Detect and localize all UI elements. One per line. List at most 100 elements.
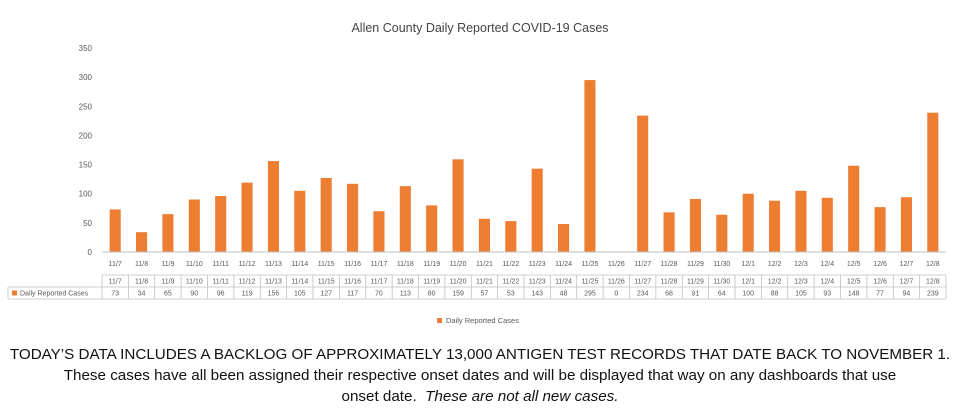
table-series-name: Daily Reported Cases: [20, 291, 89, 298]
notice-line-1: TODAY’S DATA INCLUDES A BACKLOG OF APPRO…: [9, 346, 951, 363]
y-tick-label: 350: [79, 44, 93, 53]
bar: [188, 199, 200, 252]
table-header-cell: 11/22: [502, 279, 519, 286]
x-tick-label: 11/27: [634, 261, 651, 268]
x-tick-label: 11/25: [581, 261, 598, 268]
x-tick-label: 11/14: [291, 261, 308, 268]
table-header-cell: 12/3: [794, 279, 808, 286]
notice-line-3-text: onset date.: [341, 388, 417, 405]
y-tick-label: 150: [79, 161, 93, 170]
table-value-cell: 94: [903, 291, 911, 298]
x-tick-label: 11/29: [687, 261, 704, 268]
bar: [637, 115, 649, 253]
bar: [927, 112, 939, 252]
bar: [848, 165, 860, 252]
x-tick-label: 11/30: [713, 261, 730, 268]
table-value-cell: 105: [294, 291, 306, 298]
x-tick-label: 11/26: [608, 261, 625, 268]
table-header-cell: 11/7: [109, 279, 122, 286]
table-value-cell: 105: [795, 291, 807, 298]
x-tick-label: 12/8: [926, 261, 940, 268]
bar: [821, 197, 833, 252]
x-tick-label: 11/8: [135, 261, 148, 268]
table-value-cell: 93: [823, 291, 831, 298]
table-header-cell: 11/24: [555, 279, 572, 286]
table-header-cell: 11/17: [370, 279, 387, 286]
table-value-cell: 159: [452, 291, 464, 298]
backlog-notice: TODAY’S DATA INCLUDES A BACKLOG OF APPRO…: [0, 344, 960, 407]
table-header-cell: 11/14: [291, 279, 308, 286]
table-header-cell: 11/27: [634, 279, 651, 286]
table-value-cell: 34: [138, 291, 146, 298]
x-tick-label: 11/7: [109, 261, 122, 268]
x-tick-label: 12/6: [873, 261, 887, 268]
bar: [584, 80, 596, 252]
table-value-cell: 77: [876, 291, 884, 298]
notice-line-2: These cases have all been assigned their…: [63, 367, 897, 384]
table-value-cell: 65: [164, 291, 172, 298]
table-header-cell: 11/29: [687, 279, 704, 286]
table-header-cell: 11/13: [265, 279, 282, 286]
legend: Daily Reported Cases: [437, 316, 519, 325]
x-tick-label: 11/21: [476, 261, 493, 268]
table-value-cell: 73: [111, 291, 119, 298]
table-header-cell: 11/28: [661, 279, 678, 286]
table-value-cell: 48: [560, 291, 568, 298]
table-header-cell: 12/4: [821, 279, 835, 286]
y-tick-label: 50: [83, 219, 92, 228]
x-tick-label: 11/22: [502, 261, 519, 268]
x-tick-label: 11/12: [239, 261, 256, 268]
y-tick-label: 0: [88, 248, 93, 257]
table-value-cell: 156: [268, 291, 280, 298]
table-value-cell: 64: [718, 291, 726, 298]
x-tick-label: 11/24: [555, 261, 572, 268]
table-value-cell: 57: [481, 291, 489, 298]
bar: [267, 161, 279, 252]
bar: [716, 214, 728, 252]
y-tick-label: 250: [79, 102, 93, 111]
table-header-cell: 12/8: [926, 279, 940, 286]
bar: [769, 200, 781, 252]
table-value-cell: 0: [614, 291, 618, 298]
table-header-cell: 11/23: [529, 279, 546, 286]
bar: [478, 218, 490, 252]
bar: [900, 197, 912, 252]
table-value-cell: 68: [665, 291, 673, 298]
y-axis: 0 50 100 150 200 250 300 350: [79, 44, 93, 257]
bar: [874, 207, 886, 252]
legend-label: Daily Reported Cases: [446, 316, 519, 325]
bar-chart: Allen County Daily Reported COVID-19 Cas…: [7, 21, 947, 325]
x-tick-label: 12/3: [794, 261, 808, 268]
y-tick-label: 200: [79, 131, 93, 140]
table-value-cell: 119: [241, 291, 252, 298]
x-tick-label: 11/10: [186, 261, 203, 268]
bar: [689, 198, 701, 252]
table-header-cell: 12/2: [768, 279, 782, 286]
table-value-cell: 117: [347, 291, 358, 298]
table-header-cell: 11/12: [239, 279, 256, 286]
table-value-cell: 91: [692, 291, 700, 298]
table-value-cell: 113: [400, 291, 411, 298]
x-tick-label: 11/18: [397, 261, 414, 268]
x-tick-label: 11/15: [318, 261, 335, 268]
data-table: Daily Reported Cases 11/7 73 11/8 34 11/9 65 11…: [7, 274, 947, 300]
chart-title: Allen County Daily Reported COVID-19 Cas…: [351, 21, 608, 35]
x-tick-label: 11/17: [370, 261, 387, 268]
table-header-cell: 11/10: [186, 279, 203, 286]
table-value-cell: 148: [848, 291, 860, 298]
x-axis: 11/7 11/8 11/9 11/10 11/11 11/12 11/13 11/14 11/…: [102, 251, 946, 268]
bar: [109, 209, 121, 252]
table-header-cell: 11/26: [608, 279, 625, 286]
x-tick-label: 11/23: [529, 261, 546, 268]
table-header-cell: 11/18: [397, 279, 414, 286]
bar: [320, 177, 332, 252]
table-header-cell: 11/9: [161, 279, 174, 286]
x-tick-label: 12/4: [821, 261, 835, 268]
table-header-cell: 11/20: [450, 279, 467, 286]
table-value-cell: 70: [375, 291, 383, 298]
bar: [294, 190, 306, 252]
bar: [162, 214, 174, 252]
bar: [505, 221, 517, 252]
x-tick-label: 11/11: [212, 261, 229, 268]
table-header-cell: 11/30: [713, 279, 730, 286]
